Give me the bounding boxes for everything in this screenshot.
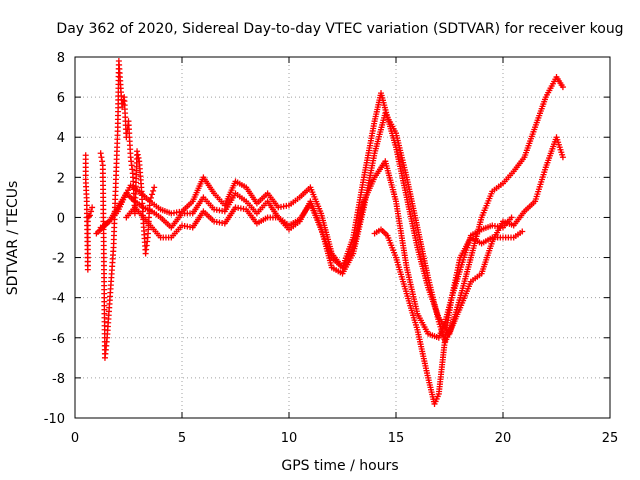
early-spikes-point bbox=[103, 338, 110, 345]
x-tick-label: 25 bbox=[602, 431, 619, 446]
y-tick-label: -6 bbox=[52, 332, 65, 347]
early-spikes-point bbox=[140, 216, 147, 223]
y-tick-label: 8 bbox=[57, 51, 65, 66]
track-b-point bbox=[559, 154, 566, 161]
y-tick-label: -4 bbox=[52, 292, 65, 307]
track-d-point bbox=[508, 214, 515, 221]
early-spikes-point bbox=[84, 218, 91, 225]
y-tick-label: 2 bbox=[57, 171, 65, 186]
chart-title: Day 362 of 2020, Sidereal Day-to-day VTE… bbox=[56, 21, 623, 37]
x-tick-label: 5 bbox=[178, 431, 186, 446]
early-spikes-point bbox=[110, 248, 117, 255]
data-points-layer bbox=[82, 58, 566, 407]
y-tick-label: -2 bbox=[52, 252, 65, 267]
early-spikes-point bbox=[127, 150, 134, 157]
y-tick-label: 4 bbox=[57, 131, 65, 146]
track-c-point bbox=[519, 228, 526, 235]
x-tick-label: 0 bbox=[71, 431, 79, 446]
x-tick-label: 20 bbox=[495, 431, 512, 446]
early-spikes-point bbox=[98, 154, 105, 161]
early-spikes-point bbox=[147, 194, 154, 201]
early-spikes-point bbox=[146, 202, 153, 209]
early-spikes-point bbox=[105, 308, 112, 315]
early-spikes-point bbox=[83, 194, 90, 201]
early-spikes-point bbox=[88, 208, 95, 215]
early-spikes-point bbox=[82, 172, 89, 179]
y-tick-label: 0 bbox=[57, 211, 65, 226]
early-spikes-point bbox=[86, 212, 93, 219]
early-spikes-point bbox=[135, 154, 142, 161]
y-tick-label: 6 bbox=[57, 91, 65, 106]
track-a-point bbox=[559, 84, 566, 91]
early-spikes-point bbox=[150, 187, 157, 194]
y-tick-label: -10 bbox=[44, 412, 65, 427]
y-tick-label: -8 bbox=[52, 372, 65, 387]
early-spikes-point bbox=[114, 128, 121, 135]
x-tick-label: 10 bbox=[281, 431, 298, 446]
early-spikes-point bbox=[144, 238, 151, 245]
early-spikes-point bbox=[116, 70, 123, 77]
early-spikes-point bbox=[149, 191, 156, 198]
early-spikes-point bbox=[97, 150, 104, 157]
early-spikes-point bbox=[120, 97, 127, 104]
early-spikes-point bbox=[108, 278, 115, 285]
early-spikes-point bbox=[151, 184, 158, 191]
grid-layer bbox=[75, 57, 610, 418]
early-spikes-point bbox=[99, 158, 106, 165]
x-axis-label: GPS time / hours bbox=[281, 458, 398, 474]
y-axis-label: SDTVAR / TECUs bbox=[5, 181, 21, 296]
plot-frame bbox=[74, 56, 611, 419]
x-tick-label: 15 bbox=[388, 431, 405, 446]
early-spikes-point bbox=[89, 204, 96, 211]
early-spikes-point bbox=[129, 166, 136, 173]
early-spikes-point bbox=[138, 180, 145, 187]
early-spikes-point bbox=[112, 188, 119, 195]
axis-ticks: 0 5 10 15 20 25 -10 -8 -6 -4 -2 0 2 4 6 8 bbox=[44, 51, 619, 446]
early-spikes-point bbox=[134, 151, 141, 158]
early-spikes-point bbox=[85, 213, 92, 220]
